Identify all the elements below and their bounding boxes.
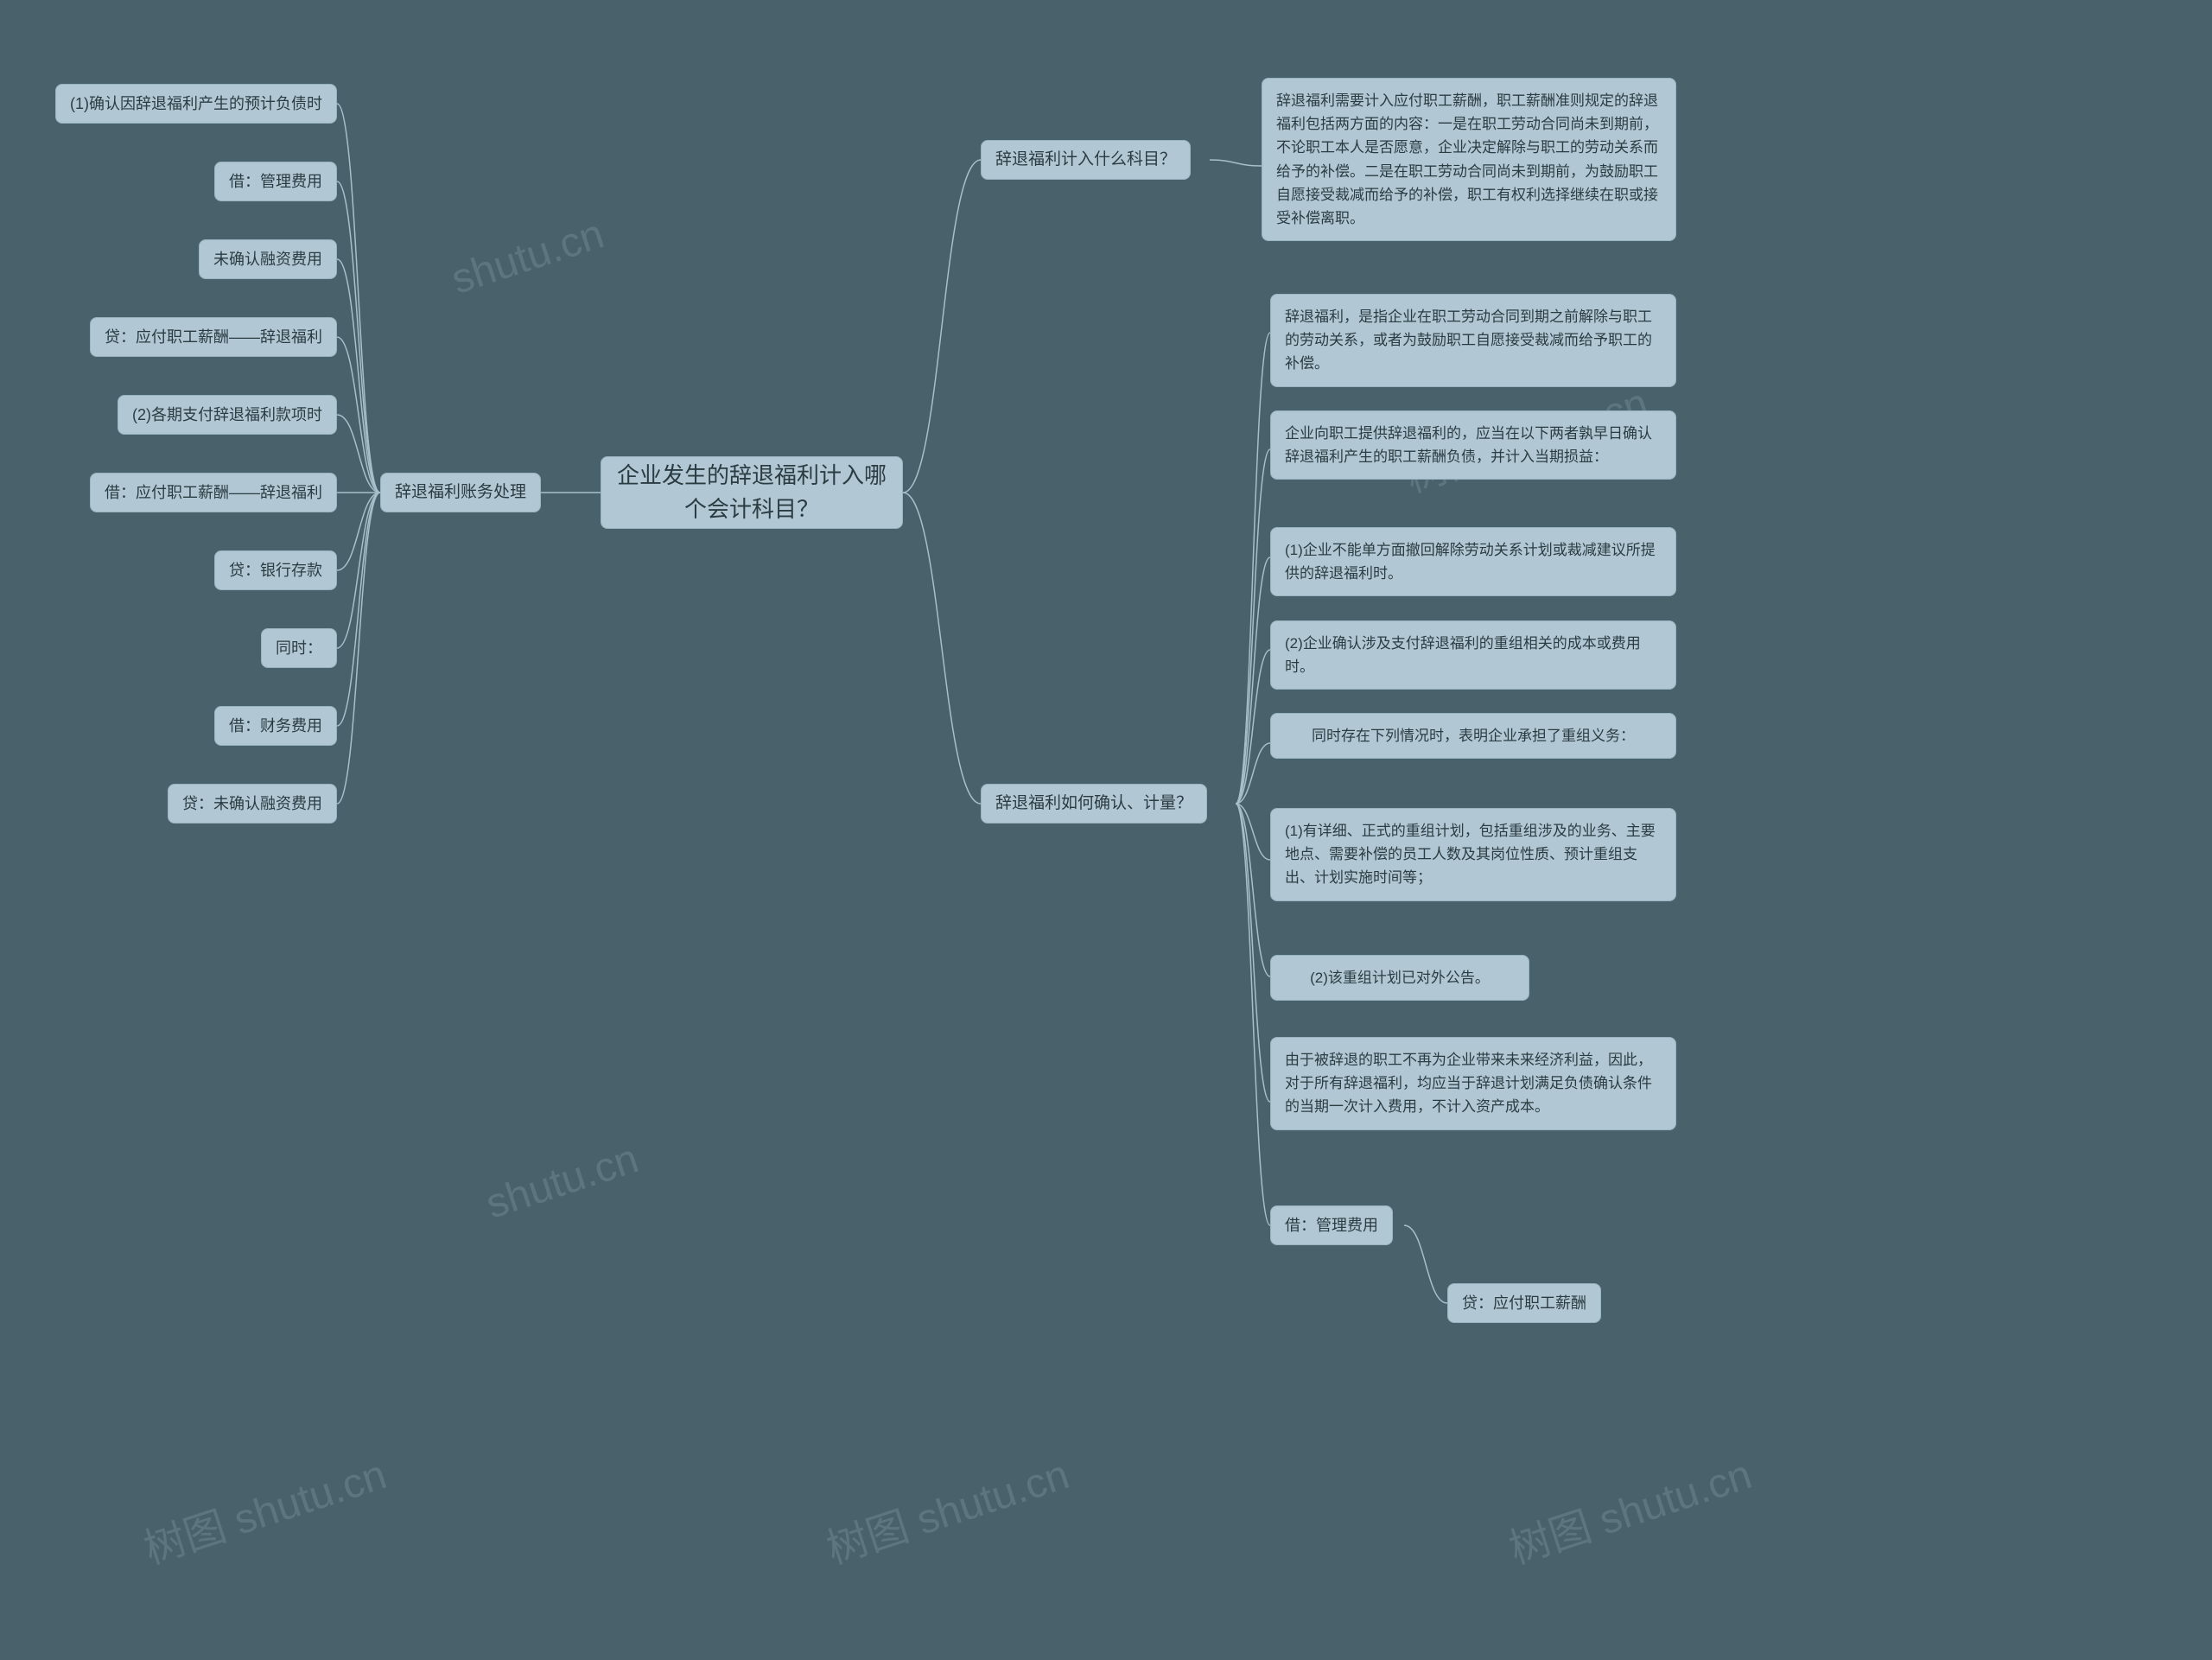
left-child-8: 借：财务费用 <box>214 706 337 746</box>
left-child-1: 借：管理费用 <box>214 162 337 201</box>
right-branch-2-child-3: (2)企业确认涉及支付辞退福利的重组相关的成本或费用时。 <box>1270 620 1676 690</box>
right-branch-2-child-1: 企业向职工提供辞退福利的，应当在以下两者孰早日确认辞退福利产生的职工薪酬负债，并… <box>1270 410 1676 480</box>
watermark: shutu.cn <box>480 1135 645 1228</box>
right-branch-1-child-0: 辞退福利需要计入应付职工薪酬，职工薪酬准则规定的辞退福利包括两方面的内容：一是在… <box>1262 78 1676 241</box>
left-child-5: 借：应付职工薪酬——辞退福利 <box>90 473 337 512</box>
right-branch-2-child-2: (1)企业不能单方面撤回解除劳动关系计划或裁减建议所提供的辞退福利时。 <box>1270 527 1676 596</box>
right-branch-2-title: 辞退福利如何确认、计量？ <box>981 784 1207 824</box>
left-child-0: (1)确认因辞退福利产生的预计负债时 <box>55 84 337 124</box>
right-branch-2-child-8: 借：管理费用 <box>1270 1205 1393 1245</box>
right-branch-2-child-4: 同时存在下列情况时，表明企业承担了重组义务： <box>1270 713 1676 759</box>
left-child-3: 贷：应付职工薪酬——辞退福利 <box>90 317 337 357</box>
watermark: 树图 shutu.cn <box>135 1441 392 1575</box>
center-node: 企业发生的辞退福利计入哪个会计科目？ <box>601 456 903 529</box>
left-child-4: (2)各期支付辞退福利款项时 <box>118 395 337 435</box>
left-child-6: 贷：银行存款 <box>214 550 337 590</box>
right-branch-2-child-0: 辞退福利，是指企业在职工劳动合同到期之前解除与职工的劳动关系，或者为鼓励职工自愿… <box>1270 294 1676 387</box>
right-branch-2-child-9: 贷：应付职工薪酬 <box>1447 1283 1601 1323</box>
watermark: 树图 shutu.cn <box>1500 1441 1758 1575</box>
left-child-7: 同时： <box>261 628 337 668</box>
left-child-9: 贷：未确认融资费用 <box>168 784 337 824</box>
right-branch-2-child-5: (1)有详细、正式的重组计划，包括重组涉及的业务、主要地点、需要补偿的员工人数及… <box>1270 808 1676 901</box>
watermark: 树图 shutu.cn <box>817 1441 1075 1575</box>
right-branch-2-child-7: 由于被辞退的职工不再为企业带来未来经济利益，因此，对于所有辞退福利，均应当于辞退… <box>1270 1037 1676 1130</box>
left-child-2: 未确认融资费用 <box>199 239 337 279</box>
left-branch-title: 辞退福利账务处理 <box>380 473 541 512</box>
right-branch-2-child-6: (2)该重组计划已对外公告。 <box>1270 955 1529 1001</box>
watermark: shutu.cn <box>446 210 610 303</box>
right-branch-1-title: 辞退福利计入什么科目？ <box>981 140 1191 180</box>
